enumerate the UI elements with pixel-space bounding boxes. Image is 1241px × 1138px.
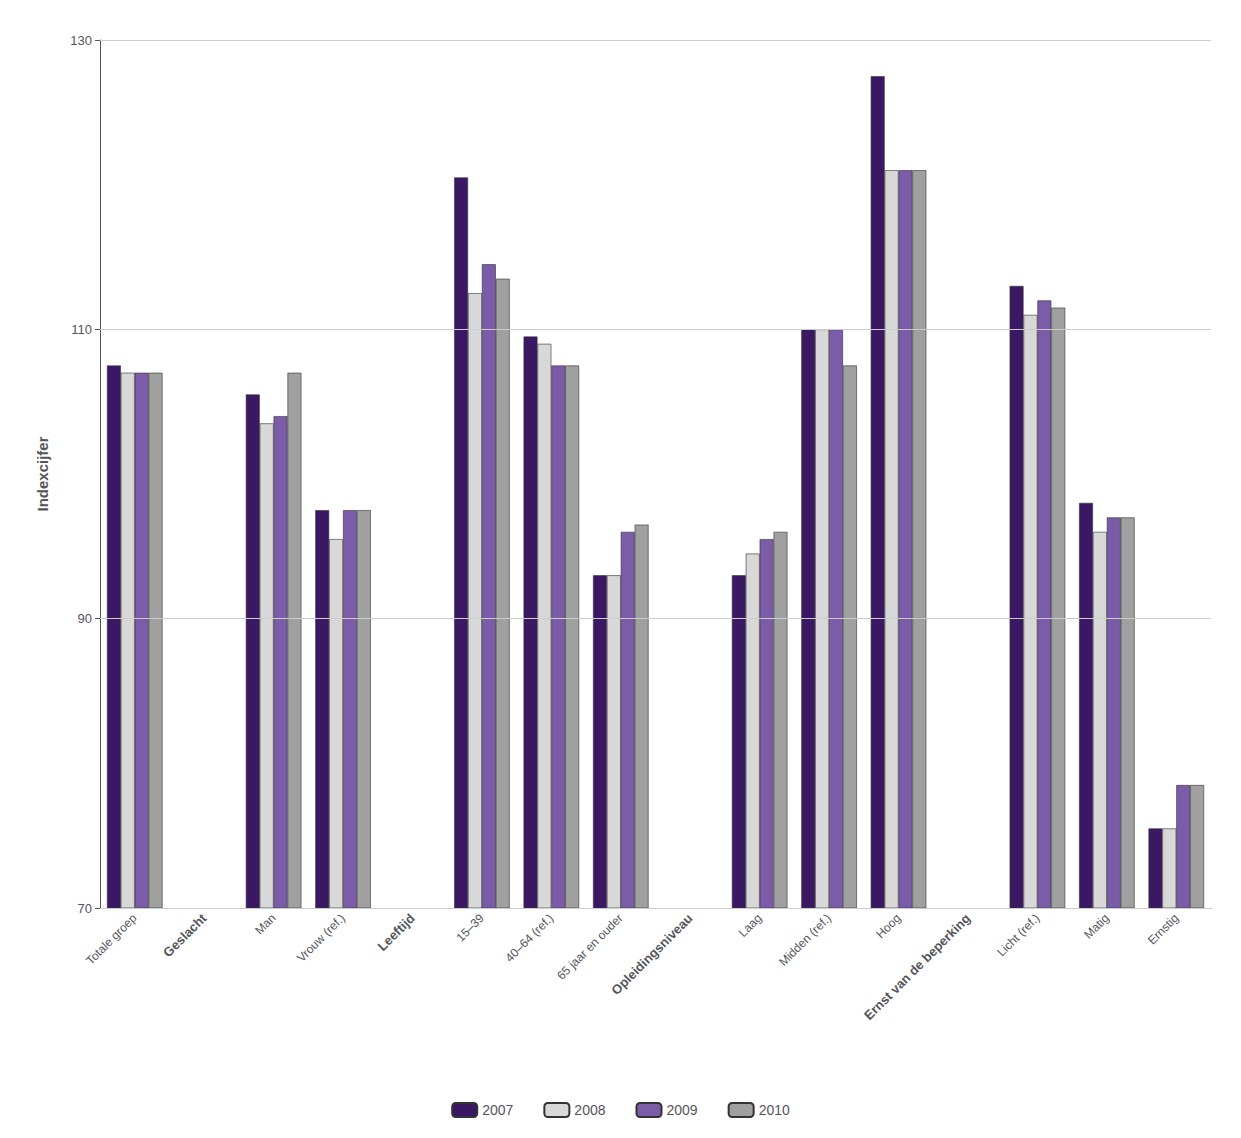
svg-text:Totale groep: Totale groep — [83, 911, 140, 968]
svg-text:90: 90 — [78, 611, 92, 626]
svg-text:130: 130 — [70, 33, 92, 48]
svg-text:2008: 2008 — [574, 1102, 605, 1118]
svg-text:40–64 (ref.): 40–64 (ref.) — [503, 911, 557, 965]
svg-text:2009: 2009 — [667, 1102, 698, 1118]
svg-text:Midden (ref.): Midden (ref.) — [776, 911, 834, 969]
svg-text:Leeftijd: Leeftijd — [375, 911, 418, 954]
svg-text:2010: 2010 — [759, 1102, 790, 1118]
svg-text:Licht (ref.): Licht (ref.) — [994, 911, 1042, 959]
svg-text:Laag: Laag — [736, 911, 765, 940]
svg-text:Matig: Matig — [1081, 911, 1112, 942]
svg-text:65 jaar en ouder: 65 jaar en ouder — [554, 911, 626, 983]
svg-text:110: 110 — [71, 322, 92, 337]
svg-text:Man: Man — [252, 911, 278, 937]
svg-text:Ernstig: Ernstig — [1145, 911, 1181, 947]
svg-text:Ernst van de beperking: Ernst van de beperking — [861, 911, 973, 1023]
svg-text:Opleidingsniveau: Opleidingsniveau — [608, 911, 695, 998]
svg-text:15–39: 15–39 — [453, 911, 487, 945]
svg-text:Geslacht: Geslacht — [160, 910, 210, 960]
svg-text:70: 70 — [78, 901, 92, 916]
svg-text:2007: 2007 — [482, 1102, 513, 1118]
svg-text:Indexcijfer: Indexcijfer — [34, 436, 51, 511]
svg-text:Hoog: Hoog — [873, 911, 903, 941]
svg-text:Vrouw (ref.): Vrouw (ref.) — [294, 911, 348, 965]
